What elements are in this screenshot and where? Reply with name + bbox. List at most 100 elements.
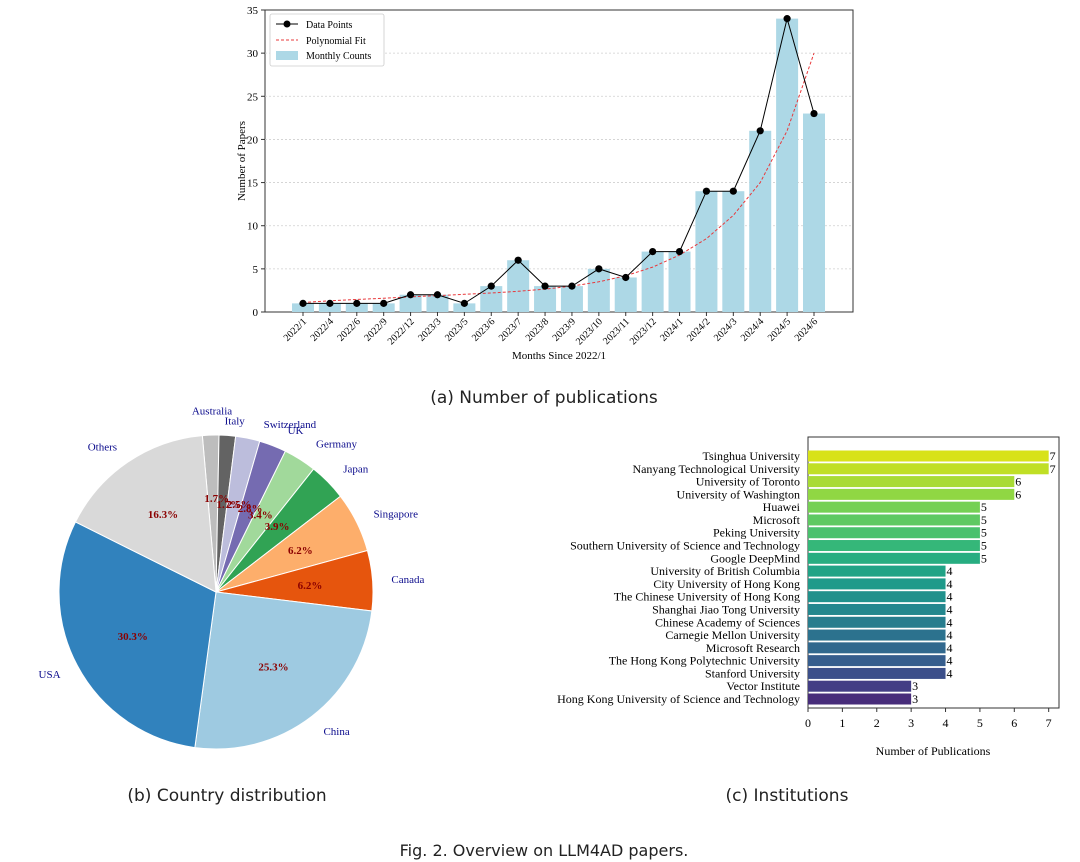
pie-slice bbox=[194, 591, 373, 750]
slice-country-label: Others bbox=[88, 442, 117, 454]
bar bbox=[318, 303, 341, 312]
slice-country-label: Switzerland bbox=[264, 419, 317, 431]
x-tick-label: 2024/5 bbox=[766, 316, 793, 343]
x-axis-label: Months Since 2022/1 bbox=[512, 350, 606, 362]
data-point bbox=[433, 291, 442, 299]
data-point bbox=[783, 15, 791, 23]
x-tick-label: 6 bbox=[1011, 716, 1017, 730]
x-tick-label: 2023/11 bbox=[601, 316, 632, 347]
bar bbox=[808, 642, 946, 654]
bar bbox=[808, 693, 912, 705]
bar bbox=[808, 476, 1015, 488]
data-point bbox=[568, 282, 576, 290]
bar bbox=[614, 277, 637, 312]
data-point bbox=[299, 299, 307, 307]
slice-percent-label: 3.9% bbox=[265, 521, 290, 533]
slice-country-label: USA bbox=[39, 669, 61, 681]
bar bbox=[803, 113, 825, 313]
data-point bbox=[487, 282, 495, 290]
value-label: 5 bbox=[981, 539, 987, 553]
category-label: Hong Kong University of Science and Tech… bbox=[557, 692, 800, 706]
value-label: 4 bbox=[947, 666, 953, 680]
data-point bbox=[810, 109, 818, 118]
bar bbox=[808, 488, 1015, 500]
slice-percent-label: 6.2% bbox=[288, 545, 313, 557]
slice-country-label: Canada bbox=[391, 574, 424, 586]
value-label: 5 bbox=[981, 526, 987, 540]
value-label: 4 bbox=[947, 628, 953, 642]
slice-percent-label: 6.2% bbox=[298, 580, 323, 592]
slice-country-label: Australia bbox=[192, 405, 232, 417]
bar-series bbox=[808, 450, 1049, 705]
x-tick-label: 2022/4 bbox=[309, 316, 336, 343]
category-label: University of British Columbia bbox=[650, 564, 800, 578]
category-label: The Hong Kong Polytechnic University bbox=[609, 654, 800, 668]
bar bbox=[808, 616, 946, 628]
x-tick-label: 5 bbox=[977, 716, 983, 730]
value-label: 4 bbox=[947, 615, 953, 629]
y-tick-label: 35 bbox=[247, 5, 259, 17]
bar bbox=[453, 303, 476, 312]
data-point bbox=[460, 299, 468, 307]
legend-label: Monthly Counts bbox=[306, 51, 371, 62]
legend: Data Points Polynomial Fit Monthly Count… bbox=[269, 13, 385, 67]
x-tick-label: 2023/8 bbox=[524, 316, 551, 343]
category-label: Carnegie Mellon University bbox=[665, 628, 800, 642]
slice-percent-label: 16.3% bbox=[148, 509, 178, 521]
slice-percent-label: 3.4% bbox=[248, 509, 273, 521]
bar bbox=[776, 18, 799, 312]
y-tick-labels: 0 5 10 15 20 25 30 35 bbox=[247, 5, 265, 319]
publications-chart: 0 5 10 15 20 25 30 35 2022/1 2022/4 2022/6 2022/92… bbox=[236, 5, 854, 362]
bar bbox=[808, 603, 946, 615]
figure-caption: Fig. 2. Overview on LLM4AD papers. bbox=[400, 841, 689, 860]
category-label: The Chinese University of Hong Kong bbox=[614, 590, 800, 604]
bar bbox=[808, 450, 1049, 462]
value-label: 3 bbox=[912, 679, 918, 693]
data-point bbox=[380, 299, 388, 307]
fit-line bbox=[302, 52, 815, 304]
data-point bbox=[702, 187, 711, 195]
category-label: University of Toronto bbox=[696, 475, 800, 489]
legend-label: Polynomial Fit bbox=[306, 36, 366, 47]
data-point bbox=[729, 187, 737, 195]
y-tick-label: 15 bbox=[247, 178, 259, 190]
value-label: 3 bbox=[912, 692, 918, 706]
y-tick-label: 25 bbox=[247, 91, 259, 103]
bar bbox=[345, 303, 368, 312]
slice-country-label: UK bbox=[288, 425, 304, 437]
x-tick-label: 2024/3 bbox=[712, 316, 739, 343]
slice-country-label: Japan bbox=[343, 464, 369, 476]
category-label: Nanyang Technological University bbox=[632, 462, 800, 476]
data-point bbox=[675, 248, 684, 256]
slice-country-label: Italy bbox=[225, 416, 246, 428]
x-tick-label: 2023/5 bbox=[443, 316, 470, 343]
x-tick-label: 2022/12 bbox=[386, 316, 417, 347]
x-tick-label: 2023/10 bbox=[574, 316, 605, 347]
value-label: 5 bbox=[981, 500, 987, 514]
x-tick-label: 2023/7 bbox=[497, 316, 524, 343]
category-label: Microsoft bbox=[753, 513, 801, 527]
slice-country-label: Germany bbox=[316, 438, 357, 450]
value-label: 4 bbox=[947, 577, 953, 591]
bar bbox=[587, 268, 610, 312]
value-label: 5 bbox=[981, 513, 987, 527]
data-point bbox=[541, 282, 549, 290]
slice-percent-label: 25.3% bbox=[258, 662, 288, 674]
y-tick-label: 5 bbox=[253, 264, 259, 276]
category-label: Peking University bbox=[713, 526, 800, 540]
value-label: 4 bbox=[947, 590, 953, 604]
data-point bbox=[622, 273, 630, 282]
data-point bbox=[406, 291, 415, 299]
bar bbox=[534, 286, 557, 312]
x-tick-label: 1 bbox=[839, 716, 845, 730]
x-tick-label: 2024/2 bbox=[685, 316, 712, 343]
x-tick-label: 2022/1 bbox=[282, 316, 309, 343]
bar bbox=[722, 191, 745, 312]
bar bbox=[507, 260, 530, 312]
category-label: Shanghai Jiao Tong University bbox=[652, 602, 800, 616]
category-label: City University of Hong Kong bbox=[653, 577, 800, 591]
bar bbox=[292, 303, 314, 312]
data-point bbox=[756, 127, 764, 135]
